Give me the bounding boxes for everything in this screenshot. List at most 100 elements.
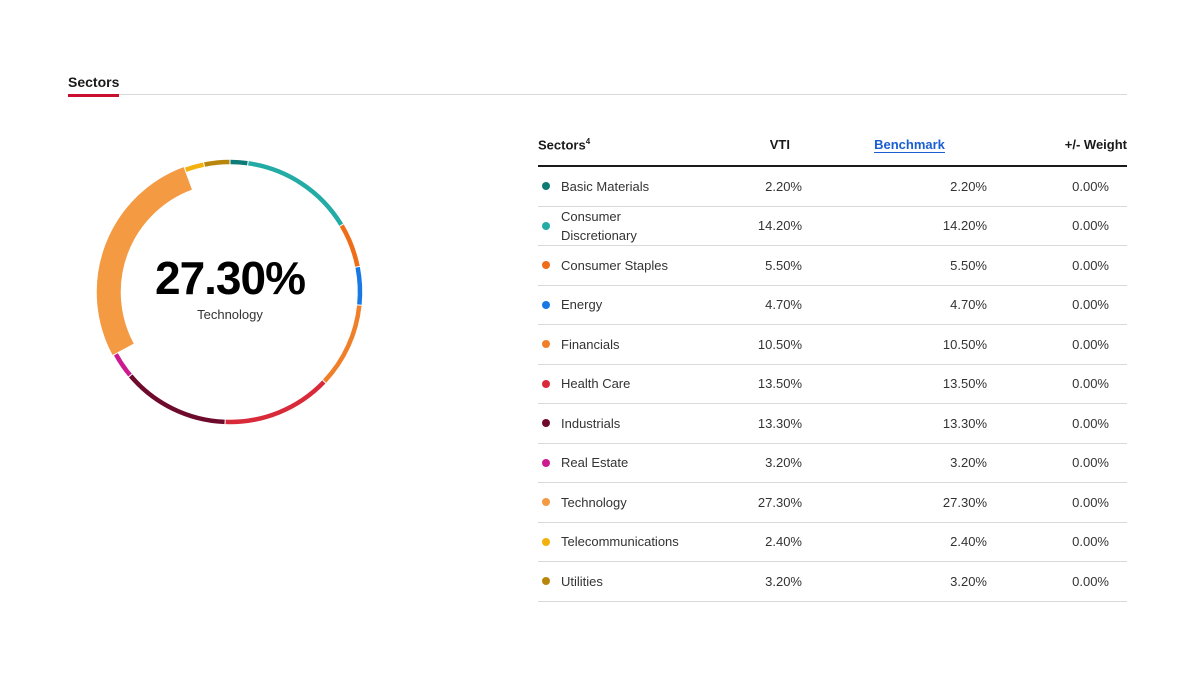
donut-center: 27.30% Technology <box>80 142 380 442</box>
benchmark-value: 13.30% <box>802 403 987 444</box>
vti-value: 10.50% <box>680 324 802 365</box>
weight-diff-value: 0.00% <box>987 285 1127 325</box>
section-tabs: Sectors <box>68 70 1127 97</box>
sector-color-dot <box>542 537 550 546</box>
sector-name-cell: Consumer Staples <box>538 245 680 286</box>
benchmark-value: 27.30% <box>802 482 987 523</box>
sector-name-cell: Financials <box>538 324 680 365</box>
sector-color-dot <box>542 458 550 467</box>
table-row: Technology 27.30% 27.30% 0.00% <box>538 482 1127 523</box>
benchmark-value: 13.50% <box>802 364 987 404</box>
sector-color-dot <box>542 577 550 586</box>
benchmark-link[interactable]: Benchmark <box>874 137 945 153</box>
footnote-ref[interactable]: 4 <box>585 136 591 146</box>
sector-color-dot <box>542 300 550 309</box>
vti-value: 2.40% <box>680 522 802 562</box>
weight-diff-value: 0.00% <box>987 522 1127 562</box>
table-row: Telecommunications 2.40% 2.40% 0.00% <box>538 522 1127 562</box>
table-row: Financials 10.50% 10.50% 0.00% <box>538 324 1127 365</box>
sector-name: Utilities <box>561 573 603 589</box>
sector-name-cell: Consumer Discretionary <box>538 206 680 246</box>
sector-name: Real Estate <box>561 455 629 471</box>
sector-name: Technology <box>561 494 627 510</box>
sector-name-cell: Energy <box>538 285 680 325</box>
sector-name-cell: Technology <box>538 482 680 523</box>
vti-value: 3.20% <box>680 561 802 602</box>
table-row: Real Estate 3.20% 3.20% 0.00% <box>538 443 1127 483</box>
sector-name: Basic Materials <box>561 178 650 194</box>
table-row: Utilities 3.20% 3.20% 0.00% <box>538 561 1127 602</box>
sector-name: Health Care <box>561 376 631 392</box>
vti-value: 13.30% <box>680 403 802 444</box>
table-row: Industrials 13.30% 13.30% 0.00% <box>538 403 1127 444</box>
sector-color-dot <box>542 182 550 191</box>
weight-diff-value: 0.00% <box>987 166 1127 207</box>
vti-value: 4.70% <box>680 285 802 325</box>
vti-value: 5.50% <box>680 245 802 286</box>
donut-slice-consumer-discretionary[interactable] <box>248 161 344 226</box>
donut-slice-telecommunications[interactable] <box>184 162 205 172</box>
benchmark-value: 2.20% <box>802 166 987 207</box>
vti-value: 3.20% <box>680 443 802 483</box>
benchmark-value: 14.20% <box>802 206 987 246</box>
sector-color-dot <box>542 221 550 230</box>
sector-name-cell: Basic Materials <box>538 166 680 207</box>
sector-color-dot <box>542 379 550 388</box>
table-row: Consumer Staples 5.50% 5.50% 0.00% <box>538 245 1127 286</box>
vti-value: 13.50% <box>680 364 802 404</box>
table-row: Health Care 13.50% 13.50% 0.00% <box>538 364 1127 404</box>
vti-value: 2.20% <box>680 166 802 207</box>
tab-sectors[interactable]: Sectors <box>68 74 120 97</box>
header-weight: +/- Weight <box>987 124 1127 167</box>
donut-slice-health-care[interactable] <box>225 380 326 425</box>
table-row: Energy 4.70% 4.70% 0.00% <box>538 285 1127 325</box>
donut-slice-basic-materials[interactable] <box>230 159 248 166</box>
benchmark-value: 5.50% <box>802 245 987 286</box>
sector-name: Telecommunications <box>561 534 679 550</box>
center-label: Technology <box>197 306 263 322</box>
benchmark-value: 4.70% <box>802 285 987 325</box>
donut-slice-technology[interactable] <box>96 167 193 355</box>
center-value: 27.30% <box>154 251 306 304</box>
sector-color-dot <box>542 419 550 428</box>
table-row: Consumer Discretionary 14.20% 14.20% 0.00% <box>538 206 1127 246</box>
sector-name-cell: Real Estate <box>538 443 680 483</box>
weight-diff-value: 0.00% <box>987 364 1127 404</box>
sector-name-cell: Industrials <box>538 403 680 444</box>
header-sectors: Sectors4 <box>538 124 680 167</box>
benchmark-value: 10.50% <box>802 324 987 365</box>
vti-value: 27.30% <box>680 482 802 523</box>
sector-name-cell: Utilities <box>538 561 680 602</box>
table-row: Basic Materials 2.20% 2.20% 0.00% <box>538 166 1127 207</box>
donut-slice-utilities[interactable] <box>204 159 230 167</box>
weight-diff-value: 0.00% <box>987 206 1127 246</box>
vti-value: 14.20% <box>680 206 802 246</box>
benchmark-value: 3.20% <box>802 443 987 483</box>
sector-name: Industrials <box>561 415 621 431</box>
sector-name: Consumer Staples <box>561 257 668 273</box>
sector-name: Energy <box>561 297 603 313</box>
sector-color-dot <box>542 261 550 270</box>
weight-diff-value: 0.00% <box>987 482 1127 523</box>
header-sectors-text: Sectors <box>538 137 586 153</box>
donut-slice-real-estate[interactable] <box>113 353 132 377</box>
donut-svg <box>96 159 363 425</box>
sector-name-cell: Telecommunications <box>538 522 680 562</box>
sector-color-dot <box>542 498 550 507</box>
table-header-row: Sectors4 VTI Benchmark +/- Weight <box>538 124 1127 167</box>
donut-slice-financials[interactable] <box>322 305 362 383</box>
donut-slice-consumer-staples[interactable] <box>339 224 360 267</box>
weight-diff-value: 0.00% <box>987 443 1127 483</box>
weight-diff-value: 0.00% <box>987 403 1127 444</box>
sector-color-dot <box>542 340 550 349</box>
weight-diff-value: 0.00% <box>987 324 1127 365</box>
header-vti: VTI <box>680 124 802 167</box>
benchmark-value: 2.40% <box>802 522 987 562</box>
sector-donut-chart: 27.30% Technology <box>80 142 380 442</box>
sector-name-cell: Health Care <box>538 364 680 404</box>
donut-slice-energy[interactable] <box>355 266 363 305</box>
sectors-table: Sectors4 VTI Benchmark +/- Weight Basic … <box>538 124 1127 602</box>
sector-name: Financials <box>561 336 620 352</box>
weight-diff-value: 0.00% <box>987 561 1127 602</box>
donut-slice-industrials[interactable] <box>128 374 225 425</box>
